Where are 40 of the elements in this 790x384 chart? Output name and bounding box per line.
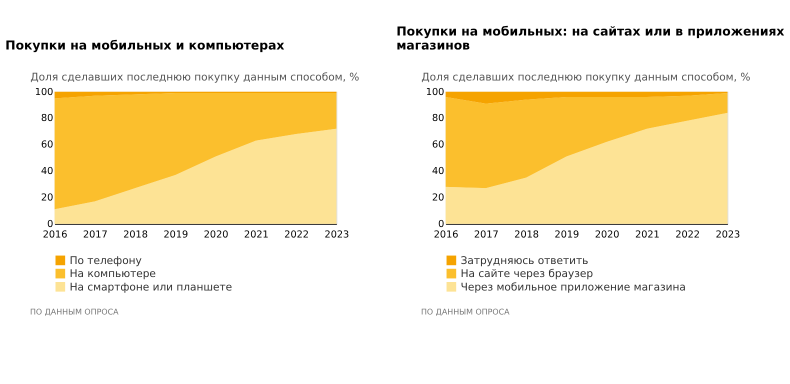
y-tick-label: 20 <box>40 192 54 204</box>
x-tick-label: 2020 <box>594 229 620 240</box>
y-tick-label: 40 <box>432 166 444 178</box>
y-tick-label: 60 <box>432 140 444 151</box>
legend-label: Затрудняюсь ответить <box>460 254 588 267</box>
y-tick-label: 80 <box>40 113 54 124</box>
x-tick-label: 2023 <box>324 229 350 240</box>
chart-title: Покупки на мобильных и компьютерах <box>5 38 284 52</box>
y-axis-title: Доля сделавших последнюю покупку данным способом, % <box>421 72 750 84</box>
text: ПО ДАННЫМ ОПРОСА <box>30 308 120 317</box>
y-tick-label: 0 <box>438 218 444 230</box>
x-tick-label: 2016 <box>42 229 68 240</box>
x-tick-label: 2019 <box>554 229 580 240</box>
x-tick-label: 2017 <box>474 229 499 240</box>
x-tick-label: 2021 <box>635 229 660 240</box>
y-tick-label: 60 <box>40 140 54 151</box>
x-tick-label: 2022 <box>675 229 700 240</box>
legend-label: Через мобильное приложение магазина <box>460 281 686 294</box>
x-tick-label: 2020 <box>204 229 228 240</box>
x-tick-label: 2018 <box>123 229 148 240</box>
x-tick-label: 2021 <box>244 229 269 240</box>
y-tick-label: 20 <box>432 192 444 204</box>
y-tick-label: 40 <box>40 166 54 178</box>
x-tick-label: 2018 <box>514 229 539 240</box>
x-tick-label: 2022 <box>284 229 309 240</box>
legend-label: На сайте через браузер <box>460 268 594 280</box>
y-tick-label: 0 <box>47 218 54 230</box>
legend-label: На компьютере <box>70 268 156 280</box>
text: ПО ДАННЫМ ОПРОСА <box>420 308 510 317</box>
legend-label: На смартфоне или планшете <box>70 281 232 294</box>
y-axis-title: Доля сделавших последнюю покупку данным способом, % <box>30 72 360 84</box>
chart-title: Покупки на мобильных: на сайтах или в приложениях магазинов <box>396 24 784 52</box>
y-tick-label: 80 <box>432 113 444 124</box>
x-tick-label: 2017 <box>82 229 108 240</box>
x-tick-label: 2016 <box>434 229 458 240</box>
x-tick-label: 2023 <box>716 229 740 240</box>
y-tick-label: 100 <box>426 86 444 98</box>
x-tick-label: 2019 <box>164 229 188 240</box>
legend-label: По телефону <box>70 254 142 267</box>
y-tick-label: 100 <box>34 86 54 98</box>
